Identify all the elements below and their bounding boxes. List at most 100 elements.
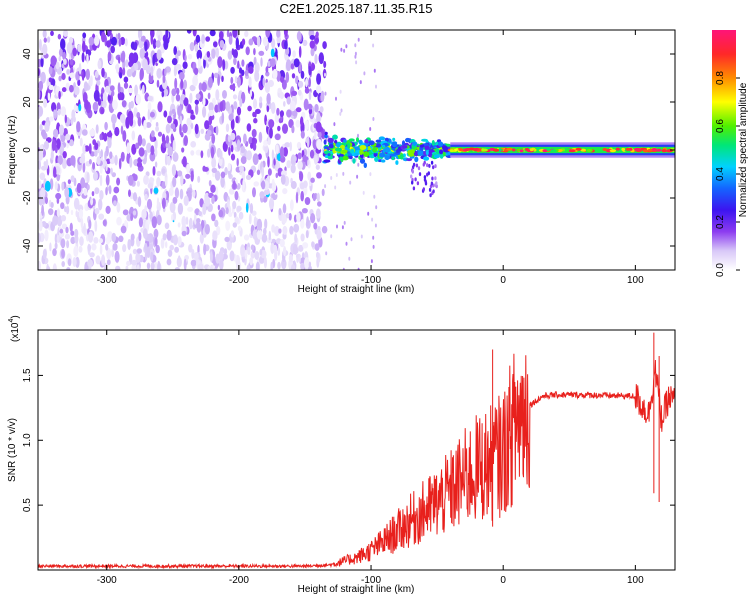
heatmap-cell: [43, 37, 47, 43]
heatmap-cell: [342, 155, 349, 161]
heatmap-cell: [55, 192, 62, 200]
heatmap-cell: [122, 244, 127, 253]
heatmap-cell: [92, 162, 96, 170]
heatmap-cell: [290, 180, 297, 190]
heatmap-cell: [256, 169, 261, 176]
heatmap-cell: [254, 251, 260, 260]
heatmap-cell: [426, 163, 429, 168]
heatmap-cell: [174, 246, 180, 253]
heatmap-cell: [186, 163, 191, 174]
heatmap-cell: [309, 149, 315, 159]
heatmap-cell: [69, 58, 74, 66]
heatmap-cell: [136, 180, 140, 187]
heatmap-cell: [188, 217, 193, 230]
heatmap-cell: [411, 180, 414, 185]
heatmap-cell: [137, 116, 142, 127]
heatmap-cell: [130, 233, 135, 241]
heatmap-cell: [232, 180, 236, 190]
heatmap-cell: [156, 197, 160, 208]
heatmap-cell: [154, 138, 158, 150]
heatmap-cell: [130, 65, 135, 73]
heatmap-cell: [146, 262, 151, 270]
heatmap-cell: [44, 196, 49, 205]
heatmap-cell: [281, 258, 287, 270]
heatmap-cell: [267, 60, 271, 67]
heatmap-cell: [61, 87, 67, 93]
heatmap-cell: [213, 41, 218, 48]
heatmap-cell: [171, 164, 177, 177]
spectrogram-x-ticks: -300 -200 -100 0 100: [97, 30, 644, 286]
heatmap-cell: [107, 137, 112, 149]
heatmap-cell: [66, 267, 71, 270]
heatmap-cell: [330, 234, 333, 239]
heatmap-cell: [135, 142, 140, 149]
heatmap-cell: [122, 67, 126, 76]
heatmap-cell: [313, 222, 318, 230]
heatmap-cell: [192, 190, 196, 198]
heatmap-cell: [132, 192, 138, 202]
colorbar: 0.0 0.2 0.4 0.6 0.8 Normalized spectral ampl…: [712, 30, 749, 277]
heatmap-cell: [111, 36, 117, 46]
heatmap-cell: [175, 63, 182, 70]
heatmap-cell: [47, 36, 51, 43]
heatmap-cell: [290, 63, 295, 70]
heatmap-cell: [136, 161, 143, 168]
heatmap-cell: [88, 143, 92, 155]
heatmap-cell: [261, 180, 266, 190]
heatmap-cell: [230, 153, 236, 161]
heatmap-cell: [392, 137, 396, 142]
heatmap-cell: [221, 112, 225, 124]
heatmap-cell: [167, 146, 173, 157]
heatmap-cell: [345, 241, 348, 246]
heatmap-cell: [99, 190, 104, 200]
heatmap-cell: [157, 101, 163, 113]
heatmap-cell: [261, 166, 265, 178]
heatmap-cell: [50, 150, 54, 161]
heatmap-cell: [363, 162, 367, 168]
heatmap-cell: [245, 202, 249, 213]
heatmap-cell: [38, 159, 41, 170]
heatmap-cell: [244, 249, 248, 260]
heatmap-cell: [228, 35, 233, 45]
heatmap-cell: [82, 162, 86, 173]
heatmap-cell: [431, 176, 434, 181]
heatmap-cell: [141, 208, 147, 220]
heatmap-cell: [133, 41, 138, 50]
heatmap-cell: [278, 208, 282, 216]
heatmap-cell: [78, 208, 84, 220]
heatmap-cell: [402, 145, 408, 149]
heatmap-cell: [375, 84, 377, 89]
heatmap-cell: [177, 236, 182, 246]
heatmap-cell: [147, 109, 150, 120]
heatmap-cell: [150, 261, 155, 270]
heatmap-cell: [232, 94, 238, 100]
heatmap-cell: [197, 175, 201, 183]
heatmap-cell: [111, 113, 117, 124]
heatmap-cell: [58, 90, 61, 100]
heatmap-cell: [132, 248, 138, 255]
heatmap-cell: [131, 130, 136, 141]
heatmap-cell: [214, 219, 219, 228]
heatmap-cell: [280, 76, 284, 83]
heatmap-cell: [243, 133, 247, 144]
heatmap-cell: [62, 151, 67, 159]
heatmap-cell: [310, 213, 316, 224]
heatmap-cell: [290, 164, 296, 174]
heatmap-cell: [45, 158, 49, 170]
heatmap-cell: [190, 170, 194, 182]
heatmap-cell: [102, 219, 107, 226]
heatmap-cell: [173, 65, 177, 77]
heatmap-cell: [126, 142, 131, 155]
heatmap-cell: [236, 106, 242, 116]
heatmap-cell: [118, 158, 122, 170]
heatmap-cell: [314, 37, 319, 44]
heatmap-cell: [333, 122, 336, 127]
heatmap-cell: [249, 89, 253, 97]
heatmap-cell: [167, 115, 172, 124]
heatmap-cell: [282, 123, 288, 134]
heatmap-cell: [168, 187, 174, 196]
heatmap-cell: [256, 218, 263, 231]
spectrogram-marks: [38, 30, 675, 270]
heatmap-cell: [190, 259, 197, 267]
heatmap-cell: [85, 68, 91, 81]
